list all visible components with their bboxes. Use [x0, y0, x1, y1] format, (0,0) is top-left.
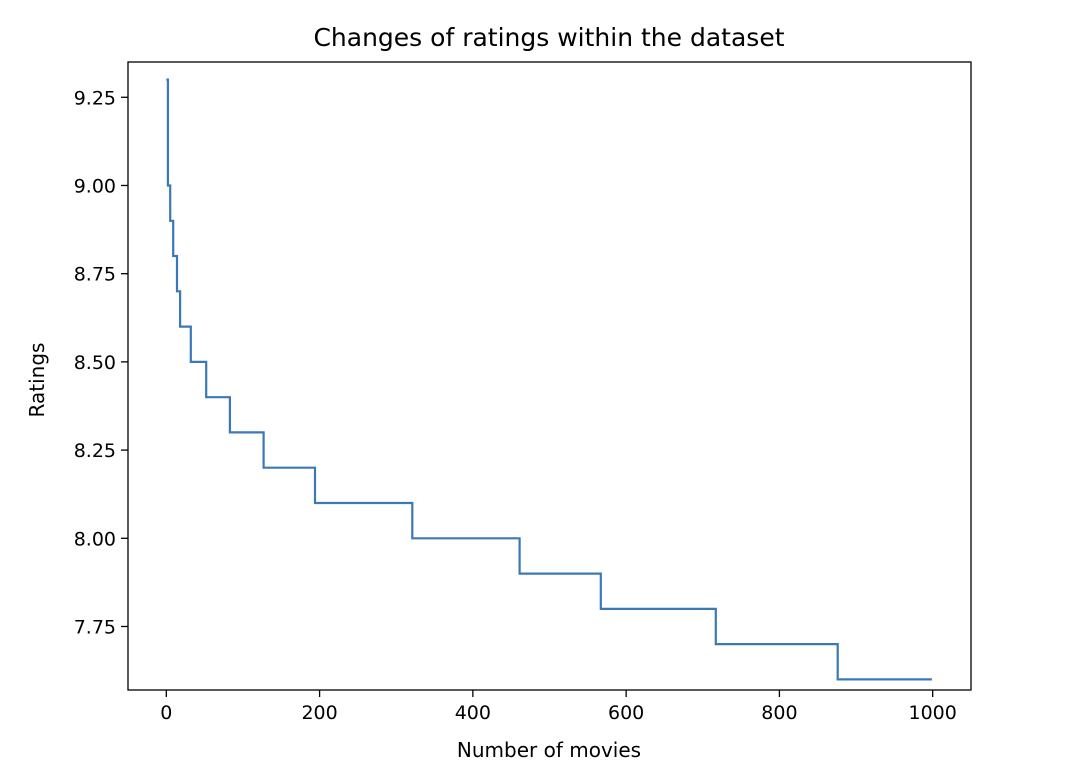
x-tick-label: 400 [455, 702, 491, 724]
x-tick-label: 600 [608, 702, 644, 724]
chart-title: Changes of ratings within the dataset [313, 23, 784, 52]
y-tick-label: 7.75 [74, 616, 116, 638]
y-tick-label: 8.50 [74, 352, 116, 374]
y-axis-label: Ratings [25, 343, 49, 418]
plot-area: 0 200 400 600 800 1000 7.75 8.00 8.25 8.50 8.75 9.0… [74, 61, 972, 724]
y-tick-label: 8.75 [74, 264, 116, 286]
y-tick-label: 9.25 [74, 87, 116, 109]
y-tick-label: 8.00 [74, 528, 116, 550]
x-tick-label: 0 [160, 702, 172, 724]
y-tick-label: 9.00 [74, 175, 116, 197]
x-axis-label: Number of movies [457, 738, 641, 762]
y-tick-label: 8.25 [74, 440, 116, 462]
x-tick-label: 1000 [909, 702, 957, 724]
axes-frame [127, 61, 972, 691]
x-tick-label: 200 [301, 702, 337, 724]
series-line-0 [166, 78, 932, 681]
x-tick-label: 800 [761, 702, 797, 724]
